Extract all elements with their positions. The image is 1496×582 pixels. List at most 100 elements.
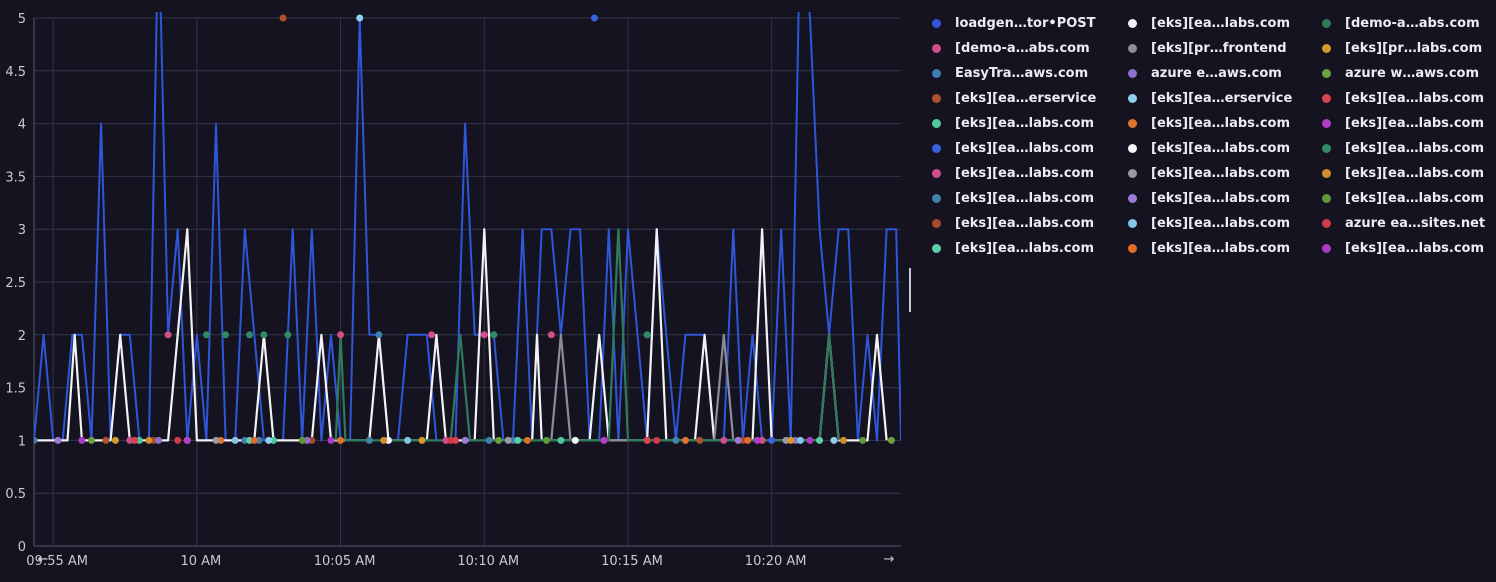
legend-item[interactable]: [eks][ea…labs.com [1124,211,1318,236]
legend-item[interactable]: [eks][ea…labs.com [928,211,1124,236]
data-point[interactable] [212,436,220,444]
data-point[interactable] [643,436,651,444]
legend-item[interactable]: [demo-a…abs.com [1318,11,1480,36]
data-point[interactable] [442,436,450,444]
data-point[interactable] [308,436,316,444]
data-point[interactable] [495,436,503,444]
legend-item[interactable]: azure w…aws.com [1318,61,1479,86]
legend-item[interactable]: [eks][ea…labs.com [1318,186,1484,211]
data-point[interactable] [375,331,383,339]
data-point[interactable] [255,436,263,444]
data-point[interactable] [696,436,704,444]
data-point[interactable] [231,436,239,444]
data-point[interactable] [135,436,143,444]
legend-item[interactable]: EasyTra…aws.com [928,61,1124,86]
legend-item[interactable]: [eks][ea…labs.com [1124,136,1318,161]
series-line[interactable] [34,0,901,442]
data-point[interactable] [365,436,373,444]
data-point[interactable] [111,436,119,444]
data-point[interactable] [504,436,512,444]
data-point[interactable] [681,436,689,444]
data-point[interactable] [418,436,426,444]
data-point[interactable] [87,436,95,444]
data-point[interactable] [571,436,579,444]
data-point[interactable] [523,436,531,444]
data-point[interactable] [490,331,498,339]
data-point[interactable] [447,436,455,444]
data-point[interactable] [174,436,182,444]
data-point[interactable] [217,436,225,444]
legend-item[interactable]: [eks][ea…labs.com [1124,11,1318,36]
legend-item[interactable]: azure e…aws.com [1124,61,1318,86]
data-point[interactable] [126,436,134,444]
data-point[interactable] [337,331,345,339]
data-point[interactable] [590,14,598,22]
series-line[interactable] [334,228,840,442]
data-point[interactable] [246,331,254,339]
data-point[interactable] [183,436,191,444]
data-point[interactable] [543,436,551,444]
data-point[interactable] [102,436,110,444]
data-point[interactable] [461,436,469,444]
data-point[interactable] [720,436,728,444]
data-point[interactable] [792,436,800,444]
data-point[interactable] [31,436,38,444]
data-point[interactable] [787,436,795,444]
data-point[interactable] [260,331,268,339]
data-point[interactable] [744,436,752,444]
data-point[interactable] [509,436,517,444]
data-point[interactable] [380,436,388,444]
legend-item[interactable]: [eks][ea…labs.com [1318,161,1484,186]
legend-item[interactable]: [eks][ea…labs.com [1318,86,1484,111]
data-point[interactable] [887,436,895,444]
data-point[interactable] [78,436,86,444]
data-point[interactable] [816,436,824,444]
legend-item[interactable]: [eks][ea…labs.com [928,186,1124,211]
legend-item[interactable]: [eks][ea…labs.com [1318,136,1484,161]
legend-item[interactable]: [eks][ea…labs.com [928,236,1124,261]
legend-item[interactable]: loadgen…tor•POST [928,11,1124,36]
legend-item[interactable]: [eks][ea…labs.com [928,136,1124,161]
legend-item[interactable]: [eks][ea…labs.com [1318,111,1484,136]
data-point[interactable] [830,436,838,444]
data-point[interactable] [202,331,210,339]
data-point[interactable] [796,436,804,444]
data-point[interactable] [54,436,62,444]
data-point[interactable] [303,436,311,444]
legend-item[interactable]: azure ea…sites.net [1318,211,1485,236]
data-point[interactable] [557,436,565,444]
data-point[interactable] [145,436,153,444]
data-point[interactable] [337,436,345,444]
data-point[interactable] [241,436,249,444]
legend-item[interactable]: [eks][ea…labs.com [1318,236,1484,261]
data-point[interactable] [164,331,172,339]
data-point[interactable] [428,331,436,339]
arrow-left-icon[interactable]: ← [38,552,49,567]
data-point[interactable] [782,436,790,444]
data-point[interactable] [758,436,766,444]
data-point[interactable] [150,436,158,444]
data-point[interactable] [270,436,278,444]
data-point[interactable] [672,436,680,444]
data-point[interactable] [547,331,555,339]
legend-item[interactable]: [eks][pr…frontend [1124,36,1318,61]
legend-item[interactable]: [eks][pr…labs.com [1318,36,1482,61]
data-point[interactable] [734,436,742,444]
legend-item[interactable]: [eks][ea…labs.com [928,111,1124,136]
data-point[interactable] [222,331,230,339]
data-point[interactable] [327,436,335,444]
data-point[interactable] [600,436,608,444]
data-point[interactable] [284,331,292,339]
legend-item[interactable]: [eks][ea…erservice [928,86,1124,111]
data-point[interactable] [514,436,522,444]
legend-item[interactable]: [eks][ea…labs.com [1124,236,1318,261]
data-point[interactable] [265,436,273,444]
data-point[interactable] [384,436,392,444]
data-point[interactable] [840,436,848,444]
data-point[interactable] [643,331,651,339]
legend-item[interactable]: [eks][ea…erservice [1124,86,1318,111]
legend-item[interactable]: [eks][ea…labs.com [1124,111,1318,136]
data-point[interactable] [279,14,287,22]
data-point[interactable] [298,436,306,444]
legend-item[interactable]: [eks][ea…labs.com [928,161,1124,186]
